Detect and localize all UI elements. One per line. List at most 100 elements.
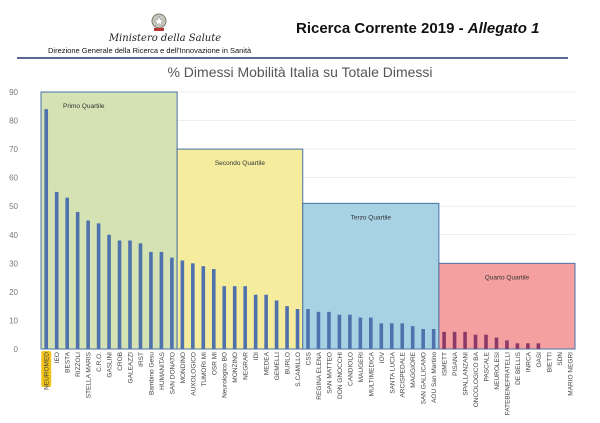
x-tick-label: MARIO NEGRI — [567, 352, 574, 396]
bar — [285, 306, 289, 349]
x-tick-label: RIZZOLI — [75, 352, 82, 377]
x-tick-label: DON GNOCCHI — [337, 352, 344, 399]
italian-republic-emblem-icon — [151, 13, 167, 31]
bar — [484, 334, 488, 349]
x-tick-label: MULTIMEDICA — [368, 351, 375, 396]
x-tick-label: IOV — [379, 351, 386, 363]
highlight-marker — [41, 351, 52, 387]
x-tick-label: BESTA — [65, 351, 72, 372]
bar — [159, 251, 164, 349]
bar — [201, 266, 206, 349]
bar — [86, 220, 90, 349]
quartile-label: Quarto Quartile — [485, 274, 530, 281]
y-tick-label: 10 — [9, 316, 18, 325]
x-tick-label: GEMELLI — [274, 352, 281, 380]
bar — [421, 329, 425, 349]
bar — [473, 334, 478, 349]
x-tick-label: IEO — [54, 352, 61, 363]
y-tick-label: 70 — [9, 145, 18, 154]
bar — [316, 311, 321, 349]
bar — [54, 191, 59, 349]
x-tick-label: AOU San Martino — [431, 352, 438, 403]
x-tick-label: HUMANITAS — [159, 351, 166, 389]
x-tick-label: BURLO — [285, 352, 292, 374]
document-title-attachment: Allegato 1 — [467, 20, 540, 37]
bar — [232, 286, 237, 349]
x-tick-label: PISANA — [452, 351, 459, 376]
bar — [431, 329, 436, 349]
bar — [452, 331, 457, 349]
x-tick-label: NEUROMED — [44, 352, 51, 390]
y-tick-label: 50 — [9, 202, 18, 211]
x-tick-label: SAN DONATO — [169, 352, 176, 394]
x-tick-label: FATEBENEFRATELLI — [504, 352, 511, 416]
bar — [536, 343, 541, 349]
bar — [337, 314, 342, 349]
bar — [253, 294, 258, 349]
x-tick-label: CSS — [306, 351, 313, 365]
y-tick-label: 0 — [14, 345, 19, 354]
bar — [149, 251, 153, 349]
x-tick-label: DE BELLIS — [515, 351, 522, 385]
x-tick-label: ARCISPEDALE — [400, 351, 407, 397]
bar — [65, 197, 69, 349]
bar — [369, 317, 373, 349]
y-tick-label: 80 — [9, 117, 18, 126]
quartile-label: Primo Quartile — [63, 103, 105, 110]
x-tick-label: Neurologico BO — [222, 352, 229, 398]
bar — [327, 311, 331, 349]
bar — [442, 331, 446, 349]
bar — [379, 323, 384, 349]
y-tick-label: 60 — [9, 174, 18, 183]
bar — [211, 269, 216, 349]
x-tick-label: CROB — [117, 352, 124, 371]
x-tick-label: GASLINI — [107, 352, 114, 378]
bar — [515, 343, 520, 349]
bar — [107, 234, 111, 349]
x-tick-label: MAGGIORE — [410, 351, 417, 387]
quartile-region — [176, 148, 304, 350]
x-tick-label: OASI — [536, 352, 543, 368]
chart-title: % Dimessi Mobilità Italia su Totale Dime… — [167, 64, 433, 80]
bar — [295, 309, 300, 349]
y-tick-label: 40 — [9, 231, 18, 240]
x-tick-label: AUXOLOGICO — [190, 352, 197, 396]
x-tick-label: MONZINO — [232, 352, 239, 383]
bar — [96, 223, 101, 349]
document-title-main: Ricerca Corrente 2019 - — [296, 20, 468, 37]
x-tick-label: CANDIOLO — [347, 352, 354, 386]
bar — [243, 286, 247, 349]
bar — [274, 300, 279, 349]
bar — [138, 243, 143, 349]
document-title: Ricerca Corrente 2019 - Allegato 1 — [296, 20, 539, 37]
ministry-name: Ministero della Salute — [108, 33, 222, 44]
x-tick-label: NEGRAR — [243, 352, 250, 380]
bar — [264, 294, 268, 349]
x-tick-label: MONDINO — [180, 352, 187, 383]
bar — [180, 260, 185, 349]
bar — [389, 323, 394, 349]
directorate-name: Direzione Generale della Ricerca e dell'… — [48, 46, 252, 55]
bar — [400, 323, 405, 349]
x-tick-label: IRST — [138, 352, 145, 367]
x-tick-label: ONCOLOGICO BA — [473, 351, 480, 407]
y-tick-label: 20 — [9, 288, 18, 297]
bar — [222, 286, 227, 349]
x-tick-label: IDI — [253, 352, 260, 361]
x-tick-label: C.R.O. — [96, 352, 103, 372]
header-divider — [17, 57, 568, 59]
x-tick-label: REGINA ELENA — [316, 351, 323, 399]
x-tick-label: MAUGERI — [358, 352, 365, 383]
x-tick-label: SDN — [557, 352, 564, 366]
bar — [117, 240, 122, 349]
bar — [358, 317, 363, 349]
x-tick-label: SPALLANZANI — [463, 352, 470, 396]
quartile-label: Terzo Quartile — [351, 214, 392, 221]
x-tick-label: MEDEA — [264, 351, 271, 375]
quartile-label: Secondo Quartile — [215, 160, 266, 167]
bar — [410, 326, 415, 349]
x-tick-label: INRCA — [525, 351, 532, 372]
bar — [44, 109, 49, 349]
bar — [191, 263, 195, 349]
